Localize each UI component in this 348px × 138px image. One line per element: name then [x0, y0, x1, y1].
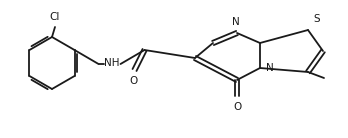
- Text: Cl: Cl: [50, 12, 60, 22]
- Text: NH: NH: [104, 58, 119, 68]
- Text: O: O: [129, 76, 138, 86]
- Text: S: S: [313, 14, 319, 24]
- Text: N: N: [232, 17, 240, 27]
- Text: N: N: [266, 63, 274, 73]
- Text: O: O: [233, 102, 241, 112]
